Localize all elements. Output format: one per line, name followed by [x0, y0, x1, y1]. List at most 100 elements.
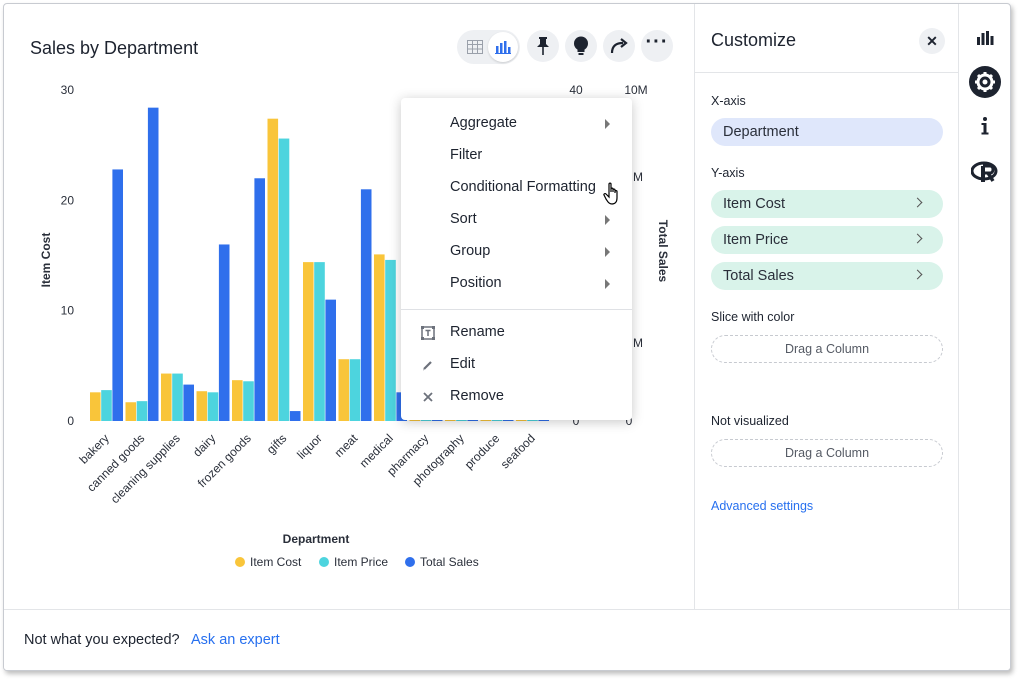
context-menu: Aggregate Filter Conditional Formatting … [401, 98, 632, 420]
bar-item-cost [232, 380, 243, 421]
view-toggle[interactable] [457, 30, 520, 64]
footer: Not what you expected? Ask an expert [4, 609, 1010, 670]
bar-item-cost [90, 392, 101, 421]
bar-item-cost [161, 373, 172, 421]
menu-item-remove[interactable]: Remove [401, 383, 632, 411]
close-customize-button[interactable]: ✕ [919, 28, 945, 54]
bar-total-sales [147, 107, 159, 422]
hand-cursor-icon [603, 182, 618, 205]
menu-item-conditional-formatting[interactable]: Conditional Formatting [450, 179, 596, 195]
settings-button[interactable] [969, 66, 1001, 98]
bar-total-sales [502, 419, 514, 421]
close-icon: ✕ [926, 32, 938, 49]
bar-item-cost [480, 419, 492, 421]
window: Sales by Department [3, 3, 1011, 671]
ask-expert-link[interactable]: Ask an expert [191, 632, 280, 648]
pin-icon [537, 37, 549, 55]
menu-item-filter[interactable]: Filter [450, 147, 483, 163]
customize-panel: Customize ✕ X-axis Department Y-axis Ite… [694, 4, 959, 609]
y3-tick-label: 10M [624, 83, 647, 97]
chart-panel: Sales by Department [4, 4, 694, 609]
bar-item-price [207, 392, 219, 421]
legend-label: Total Sales [420, 555, 479, 569]
bar-item-cost [303, 262, 314, 421]
menu-item-rename[interactable]: Rename [401, 319, 632, 347]
submenu-arrow-icon [605, 119, 610, 129]
bar-item-cost [196, 391, 208, 421]
x-tick-label: produce [462, 431, 503, 472]
not-visualized-label: Not visualized [711, 414, 789, 428]
bar-item-price [172, 373, 183, 421]
y-axis-chip-total-sales[interactable]: Total Sales [711, 262, 943, 290]
x-tick-label: liquor [294, 431, 325, 462]
not-visualized-drop-zone[interactable]: Drag a Column [711, 439, 943, 467]
bar-item-price [101, 390, 112, 421]
menu-item-group[interactable]: Group [401, 238, 632, 266]
lightbulb-icon [574, 36, 588, 55]
bar-total-sales [431, 419, 443, 421]
x-tick-label: gifts [264, 431, 289, 456]
y-axis-chip-item-price[interactable]: Item Price [711, 226, 943, 254]
more-button[interactable]: ··· [641, 30, 673, 62]
bar-item-price [278, 138, 290, 421]
chart-view-button[interactable] [488, 32, 518, 62]
r-analysis-button[interactable] [969, 156, 1001, 188]
submenu-arrow-icon [605, 247, 610, 257]
bar-item-price [243, 381, 254, 421]
insight-button[interactable] [565, 30, 597, 62]
chart-type-button[interactable] [969, 22, 1001, 54]
x-tick-label: meat [332, 431, 361, 460]
menu-item-position[interactable]: Position [401, 270, 632, 298]
slice-drop-zone[interactable]: Drag a Column [711, 335, 943, 363]
share-button[interactable] [603, 30, 635, 62]
info-button[interactable] [969, 110, 1001, 142]
submenu-arrow-icon [605, 279, 610, 289]
x-axis-chip[interactable]: Department [711, 118, 943, 146]
chart-icon [495, 41, 511, 54]
table-view-button[interactable] [460, 32, 490, 62]
menu-item-edit[interactable]: Edit [401, 351, 632, 379]
footer-text: Not what you expected? [24, 632, 180, 648]
chevron-right-icon [912, 197, 923, 208]
legend-label: Item Cost [250, 555, 302, 569]
menu-item-sort[interactable]: Sort [401, 206, 632, 234]
y-axis-label: Y-axis [711, 166, 745, 180]
menu-divider [401, 309, 632, 310]
x-axis-title: Department [283, 532, 350, 546]
chevron-right-icon [912, 233, 923, 244]
legend-swatch [235, 557, 245, 567]
bar-total-sales [538, 419, 549, 421]
y2-axis-title: Total Sales [656, 220, 670, 283]
customize-divider [695, 72, 959, 73]
bar-total-sales [254, 178, 265, 421]
pencil-icon [423, 361, 432, 371]
bar-item-cost [409, 419, 421, 421]
bar-item-price [349, 359, 361, 421]
bar-item-cost [125, 402, 137, 421]
bar-item-price [456, 419, 467, 421]
pin-button[interactable] [527, 30, 559, 62]
bar-item-price [491, 419, 503, 421]
y2-tick-label: 0 [573, 414, 580, 428]
y3-tick-label-partial: M [633, 170, 643, 184]
bar-total-sales [183, 384, 194, 421]
r-icon [971, 161, 998, 182]
bar-total-sales [112, 169, 123, 421]
bar-item-cost [267, 118, 279, 421]
slice-with-color-label: Slice with color [711, 310, 795, 324]
legend-label: Item Price [334, 555, 388, 569]
bar-total-sales [325, 299, 336, 421]
bar-item-price [420, 419, 432, 421]
more-icon: ··· [645, 31, 669, 53]
y-tick-label: 0 [67, 414, 74, 428]
bar-total-sales [289, 411, 301, 421]
advanced-settings-link[interactable]: Advanced settings [711, 499, 814, 513]
menu-item-aggregate[interactable]: Aggregate [401, 110, 632, 138]
y3-tick-label-partial: M [633, 336, 643, 350]
info-icon [981, 117, 989, 135]
bar-item-cost [338, 359, 350, 421]
y-axis-chip-item-cost[interactable]: Item Cost [711, 190, 943, 218]
chart-title: Sales by Department [30, 38, 199, 58]
legend-swatch [405, 557, 415, 567]
